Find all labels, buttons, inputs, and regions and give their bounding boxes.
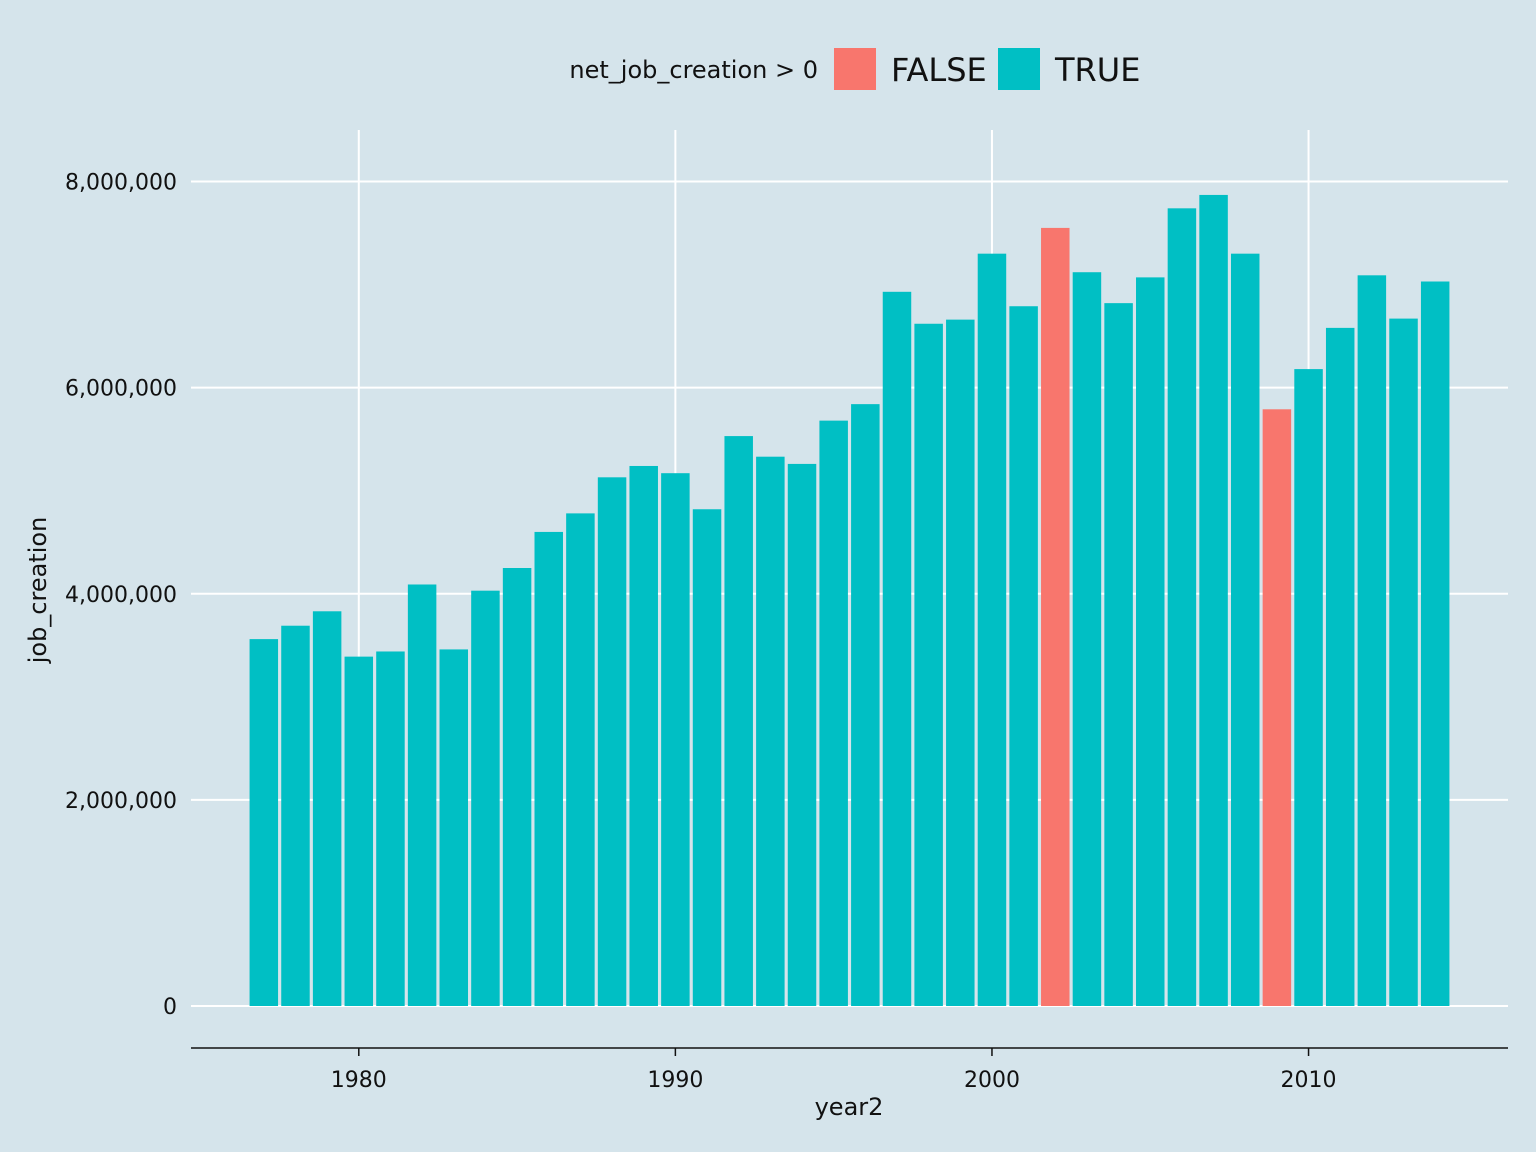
bar	[1357, 275, 1387, 1006]
bar	[692, 509, 722, 1006]
legend-label-true: TRUE	[1054, 51, 1140, 89]
bar	[249, 639, 279, 1006]
bar	[1420, 281, 1450, 1006]
bar	[376, 651, 405, 1006]
legend: net_job_creation > 0 FALSE TRUE	[569, 48, 1140, 90]
y-tick-label: 2,000,000	[65, 789, 177, 814]
y-tick-label: 6,000,000	[65, 377, 177, 402]
bar	[1104, 303, 1133, 1007]
legend-label-false: FALSE	[891, 51, 987, 89]
bar	[1199, 194, 1228, 1006]
bar	[471, 590, 500, 1006]
legend-swatch-true	[998, 48, 1040, 90]
x-axis-ticks: 1980 1990 2000 2010	[331, 1048, 1337, 1093]
bar	[882, 291, 912, 1006]
bar	[851, 404, 880, 1006]
x-tick-label: 2010	[1281, 1068, 1337, 1093]
y-axis-tick-labels: 0 2,000,000 4,000,000 6,000,000 8,000,000	[65, 171, 177, 1020]
bar	[1325, 327, 1355, 1007]
bar	[724, 436, 753, 1006]
bar	[534, 531, 563, 1006]
x-tick-label: 1990	[647, 1068, 703, 1093]
bar	[502, 568, 532, 1006]
bar	[1009, 306, 1038, 1006]
bar	[1389, 318, 1418, 1006]
bar	[1262, 409, 1292, 1006]
bar	[439, 649, 469, 1006]
bar	[566, 513, 595, 1006]
bar	[756, 456, 785, 1006]
legend-swatch-false	[834, 48, 876, 90]
x-tick-label: 2000	[964, 1068, 1020, 1093]
y-tick-label: 0	[163, 995, 177, 1020]
legend-title: net_job_creation > 0	[569, 56, 818, 84]
bar	[1167, 208, 1197, 1006]
bar	[1230, 253, 1260, 1006]
bar	[597, 477, 627, 1006]
bar	[787, 463, 817, 1006]
bar	[1136, 277, 1165, 1006]
bar	[1294, 369, 1323, 1007]
bar	[1041, 227, 1070, 1006]
bar	[1072, 272, 1102, 1006]
y-tick-label: 4,000,000	[65, 583, 177, 608]
x-axis-title: year2	[815, 1093, 884, 1121]
bar	[344, 656, 374, 1006]
bar	[914, 323, 943, 1006]
x-tick-label: 1980	[331, 1068, 387, 1093]
y-tick-label: 8,000,000	[65, 171, 177, 196]
bar	[407, 584, 437, 1006]
bars	[249, 194, 1450, 1007]
bar	[312, 611, 342, 1006]
y-axis-title: job_creation	[24, 517, 52, 665]
bar	[946, 319, 975, 1006]
bar	[281, 625, 310, 1006]
bar	[977, 253, 1007, 1006]
bar	[629, 465, 658, 1006]
bar	[819, 420, 848, 1007]
bar	[661, 473, 690, 1006]
